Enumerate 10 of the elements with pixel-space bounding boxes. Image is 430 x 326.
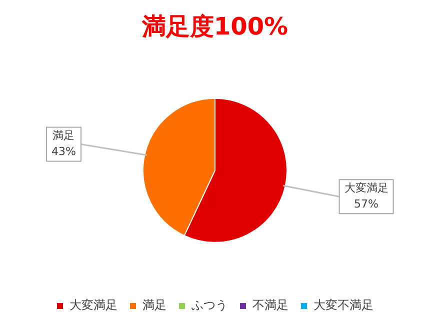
slice-label: 満足 bbox=[52, 129, 75, 142]
legend-label: 大変不満足 bbox=[314, 298, 374, 312]
chart-title: 満足度100% bbox=[140, 12, 288, 41]
legend-label: 不満足 bbox=[252, 298, 288, 312]
legend-label: 大変満足 bbox=[70, 298, 118, 312]
data-label: 43% bbox=[52, 145, 76, 158]
slice-label: 大変満足 bbox=[344, 181, 388, 194]
legend-label: ふつう bbox=[190, 298, 228, 312]
legend-label: 満足 bbox=[142, 298, 166, 312]
data-label: 57% bbox=[354, 197, 378, 210]
